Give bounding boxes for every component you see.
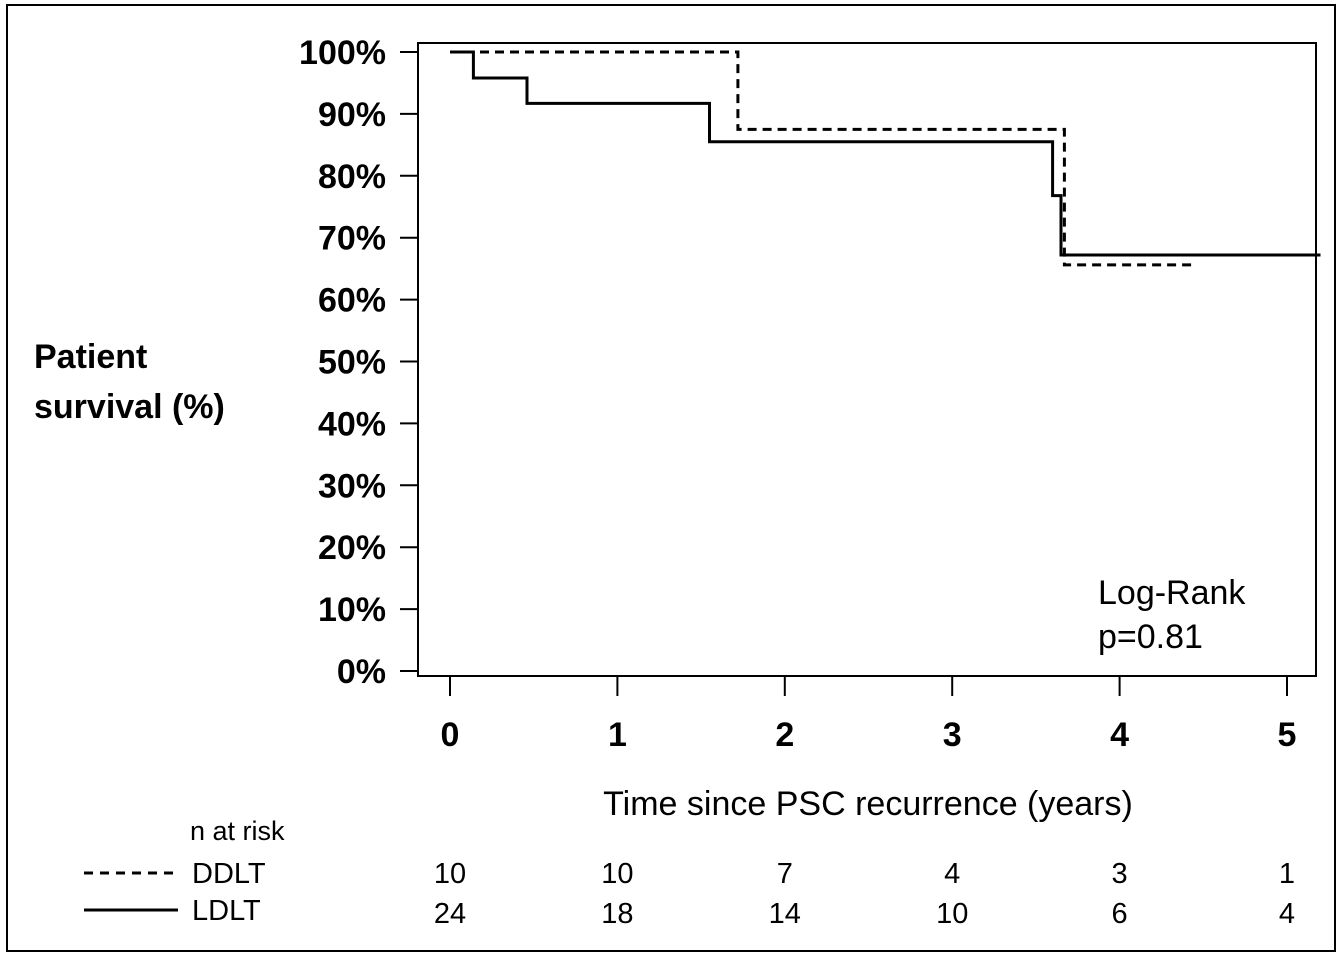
plot-area <box>417 42 1317 677</box>
y-axis: 0% 10% 20% 30% 40% 50% 60% 70% 80% 90% 100% <box>299 34 418 691</box>
risk-value-ddlt: 3 <box>1112 858 1128 890</box>
series-ddlt-curve <box>450 50 1195 267</box>
y-tick-label: 20% <box>318 529 386 567</box>
risk-value-ldlt: 6 <box>1112 898 1128 930</box>
risk-table: n at risk DDLT LDLT 10 10 7 4 3 1 24 18 14 10 6 4 <box>84 816 1295 930</box>
x-tick-label: 3 <box>943 716 962 754</box>
y-tick-label: 70% <box>318 220 386 258</box>
risk-value-ldlt: 14 <box>769 898 801 930</box>
y-tick-label: 30% <box>318 467 386 505</box>
y-tick-label: 50% <box>318 344 386 382</box>
x-tick-label: 5 <box>1278 716 1297 754</box>
y-tick-label: 40% <box>318 405 386 443</box>
x-tick-label: 4 <box>1110 716 1129 754</box>
y-axis-title-line-2: survival (%) <box>34 388 225 426</box>
y-tick-label: 80% <box>318 158 386 196</box>
y-tick-label: 10% <box>318 591 386 629</box>
x-tick-label: 2 <box>775 716 794 754</box>
y-tick-label: 90% <box>318 96 386 134</box>
series-layer <box>450 50 1321 267</box>
y-tick-label: 100% <box>299 34 386 72</box>
risk-value-ddlt: 10 <box>434 858 466 890</box>
x-tick-label: 1 <box>608 716 627 754</box>
risk-row-name-ldlt: LDLT <box>192 895 261 927</box>
x-axis: 0 1 2 3 4 5 <box>441 676 1297 754</box>
logrank-pvalue: p=0.81 <box>1098 618 1203 656</box>
risk-value-ddlt: 7 <box>777 858 793 890</box>
risk-row-name-ddlt: DDLT <box>192 858 266 890</box>
risk-value-ldlt: 10 <box>936 898 968 930</box>
logrank-label: Log-Rank <box>1098 574 1246 612</box>
y-tick-label: 0% <box>337 653 386 691</box>
y-axis-title-line-1: Patient <box>34 338 147 376</box>
series-ldlt-curve <box>450 50 1321 257</box>
figure-frame <box>6 4 1336 952</box>
y-tick-label: 60% <box>318 282 386 320</box>
risk-value-ddlt: 4 <box>944 858 960 890</box>
risk-value-ldlt: 18 <box>601 898 633 930</box>
risk-table-header: n at risk <box>190 816 285 846</box>
risk-value-ldlt: 4 <box>1279 898 1295 930</box>
risk-value-ddlt: 10 <box>601 858 633 890</box>
risk-value-ldlt: 24 <box>434 898 466 930</box>
risk-value-ddlt: 1 <box>1279 858 1295 890</box>
x-axis-title: Time since PSC recurrence (years) <box>603 785 1133 823</box>
x-tick-label: 0 <box>441 716 460 754</box>
